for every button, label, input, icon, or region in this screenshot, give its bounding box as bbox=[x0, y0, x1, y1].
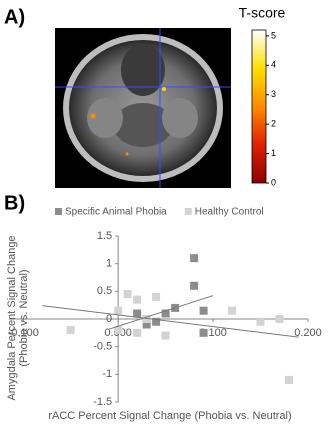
y-tick-label: -0.5 bbox=[93, 341, 112, 353]
data-point bbox=[162, 332, 170, 340]
tick-label: 1 bbox=[271, 148, 276, 158]
legend-swatch bbox=[55, 208, 62, 215]
legend-label: Healthy Control bbox=[195, 207, 264, 218]
data-point bbox=[133, 309, 141, 317]
tick-label: 5 bbox=[271, 30, 276, 40]
data-point bbox=[152, 293, 160, 301]
legend-label: Specific Animal Phobia bbox=[65, 207, 167, 218]
tick-label: 0 bbox=[271, 177, 276, 187]
data-point bbox=[133, 329, 141, 337]
tick-label: 4 bbox=[271, 60, 276, 70]
figure: A) T-score B) 012345-1.5-1-0.500.511.5-0… bbox=[0, 0, 333, 426]
y-tick-label: 0.5 bbox=[97, 285, 112, 297]
x-axis-label: rACC Percent Signal Change (Phobia vs. N… bbox=[48, 410, 291, 422]
data-point bbox=[124, 290, 132, 298]
y-tick-label: -1.5 bbox=[93, 396, 112, 408]
data-point bbox=[190, 282, 198, 290]
tick-label: 3 bbox=[271, 89, 276, 99]
y-tick-label: 1.5 bbox=[97, 230, 112, 242]
data-point bbox=[285, 376, 293, 384]
y-tick-label: -1 bbox=[102, 368, 112, 380]
data-point bbox=[276, 315, 284, 323]
tick-label: 2 bbox=[271, 119, 276, 129]
panel-label: B) bbox=[4, 192, 25, 214]
data-point bbox=[114, 307, 122, 315]
data-point bbox=[228, 307, 236, 315]
data-point bbox=[257, 318, 265, 326]
colorbar-title: T-score bbox=[239, 5, 286, 21]
legend-swatch bbox=[185, 208, 192, 215]
y-axis-label: (Phobia vs. Neutral) bbox=[18, 269, 30, 366]
y-tick-label: 0 bbox=[106, 313, 112, 325]
data-point bbox=[67, 326, 75, 334]
colorbar bbox=[252, 30, 266, 183]
y-axis-label: Amygdala Percent Signal Change bbox=[6, 235, 18, 400]
data-point bbox=[190, 254, 198, 262]
data-point bbox=[133, 296, 141, 304]
brain-image bbox=[55, 28, 231, 188]
panel-label: A) bbox=[4, 6, 25, 28]
data-point bbox=[200, 329, 208, 337]
y-tick-label: 1 bbox=[106, 258, 112, 270]
data-point bbox=[200, 307, 208, 315]
